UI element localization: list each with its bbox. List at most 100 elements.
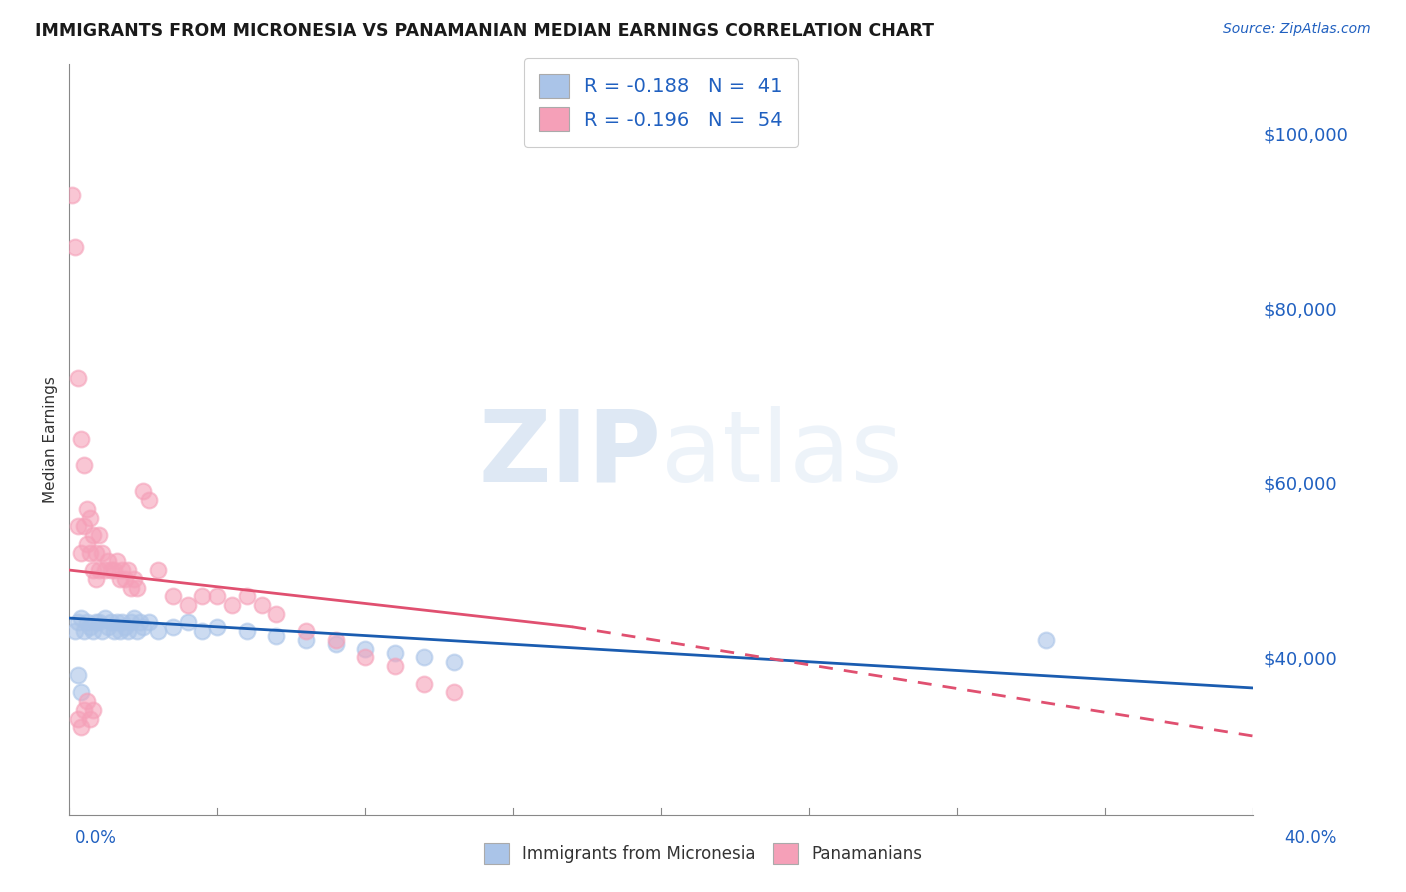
Point <box>117 563 139 577</box>
Point <box>176 615 198 630</box>
Text: 0.0%: 0.0% <box>75 829 117 847</box>
Point <box>63 240 86 254</box>
Point <box>295 624 318 639</box>
Point <box>221 598 243 612</box>
Point <box>82 703 104 717</box>
Point <box>76 537 98 551</box>
Point <box>114 620 136 634</box>
Point <box>413 676 436 690</box>
Point <box>108 624 131 639</box>
Point <box>138 615 160 630</box>
Point <box>191 589 214 603</box>
Point <box>73 519 96 533</box>
Point <box>84 546 107 560</box>
Point <box>100 563 122 577</box>
Point <box>325 637 347 651</box>
Point <box>79 546 101 560</box>
Point <box>176 598 198 612</box>
Point <box>105 554 128 568</box>
Point <box>67 615 90 630</box>
Point <box>103 624 125 639</box>
Point <box>124 572 146 586</box>
Point <box>266 629 288 643</box>
Legend: Immigrants from Micronesia, Panamanians: Immigrants from Micronesia, Panamanians <box>478 837 928 871</box>
Text: Source: ZipAtlas.com: Source: ZipAtlas.com <box>1223 22 1371 37</box>
Point <box>79 510 101 524</box>
Point <box>129 615 152 630</box>
Point <box>70 611 93 625</box>
Point <box>103 563 125 577</box>
Point <box>132 620 155 634</box>
Point <box>84 615 107 630</box>
Point <box>162 589 184 603</box>
Point <box>114 572 136 586</box>
Point <box>295 632 318 647</box>
Point <box>79 712 101 726</box>
Point <box>87 528 110 542</box>
Point <box>67 712 90 726</box>
Point <box>384 659 406 673</box>
Point <box>266 607 288 621</box>
Legend: R = -0.188   N =  41, R = -0.196   N =  54: R = -0.188 N = 41, R = -0.196 N = 54 <box>524 58 799 146</box>
Point <box>67 519 90 533</box>
Point <box>93 563 115 577</box>
Point <box>76 694 98 708</box>
Point <box>60 187 83 202</box>
Point <box>100 615 122 630</box>
Point <box>70 685 93 699</box>
Point <box>76 615 98 630</box>
Point <box>413 650 436 665</box>
Point <box>236 589 259 603</box>
Point <box>384 646 406 660</box>
Point <box>73 458 96 473</box>
Point <box>205 589 228 603</box>
Point <box>84 572 107 586</box>
Point <box>443 655 465 669</box>
Point <box>146 624 169 639</box>
Point <box>79 620 101 634</box>
Point <box>108 572 131 586</box>
Point <box>87 563 110 577</box>
Point <box>325 632 347 647</box>
Point <box>205 620 228 634</box>
Point <box>87 615 110 630</box>
Point <box>67 371 90 385</box>
Point <box>236 624 259 639</box>
Point <box>354 641 377 656</box>
Point <box>73 624 96 639</box>
Point <box>70 546 93 560</box>
Point <box>191 624 214 639</box>
Point <box>120 615 142 630</box>
Point <box>63 624 86 639</box>
Text: IMMIGRANTS FROM MICRONESIA VS PANAMANIAN MEDIAN EARNINGS CORRELATION CHART: IMMIGRANTS FROM MICRONESIA VS PANAMANIAN… <box>35 22 934 40</box>
Point <box>117 624 139 639</box>
Point <box>354 650 377 665</box>
Point <box>138 493 160 508</box>
Point <box>97 554 120 568</box>
Point <box>73 703 96 717</box>
Point <box>82 528 104 542</box>
Point <box>90 546 112 560</box>
Text: atlas: atlas <box>661 406 903 502</box>
Point <box>124 611 146 625</box>
Point <box>250 598 273 612</box>
Point <box>76 502 98 516</box>
Point <box>132 484 155 499</box>
Point <box>111 615 134 630</box>
Point <box>127 624 149 639</box>
Point <box>70 720 93 734</box>
Point <box>82 563 104 577</box>
Point <box>120 581 142 595</box>
Y-axis label: Median Earnings: Median Earnings <box>44 376 58 502</box>
Point <box>93 611 115 625</box>
Point <box>67 668 90 682</box>
Point <box>146 563 169 577</box>
Point <box>105 615 128 630</box>
Point <box>162 620 184 634</box>
Text: 40.0%: 40.0% <box>1284 829 1337 847</box>
Point <box>97 620 120 634</box>
Point <box>70 432 93 446</box>
Point <box>111 563 134 577</box>
Point <box>443 685 465 699</box>
Text: ZIP: ZIP <box>478 406 661 502</box>
